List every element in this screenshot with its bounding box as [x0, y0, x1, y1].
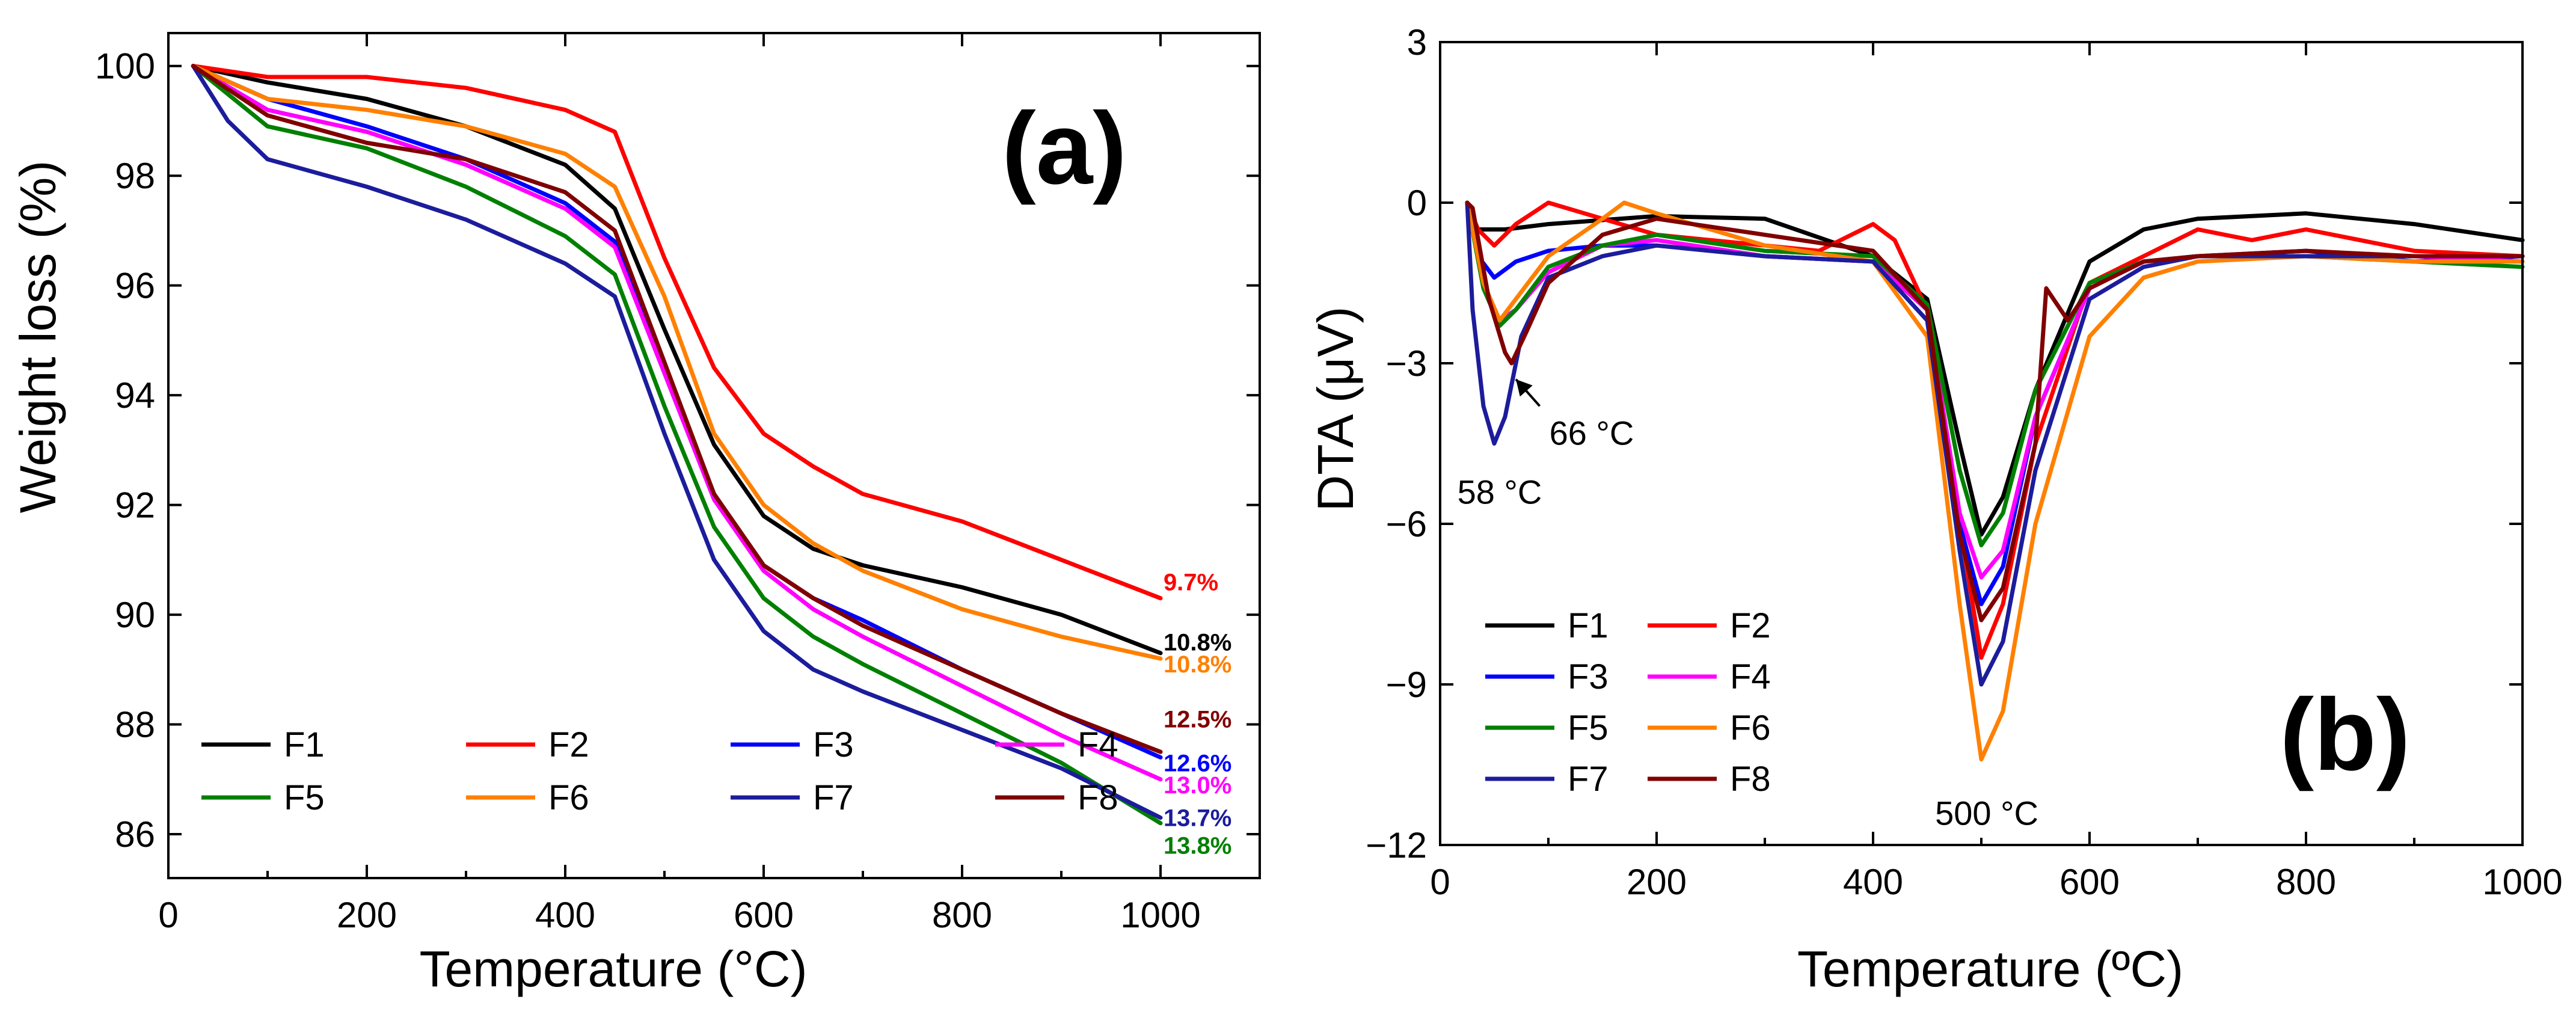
x-tick-label: 400 — [1843, 862, 1903, 902]
series-line-f5 — [191, 64, 1163, 826]
panel-a-y-axis-label: Weight loss (%) — [10, 161, 66, 514]
legend-label-f1: F1 — [1568, 606, 1608, 645]
legend-label-f2: F2 — [1730, 606, 1771, 645]
x-tick-label: 600 — [2059, 862, 2120, 902]
legend-label-f8: F8 — [1730, 760, 1771, 799]
annotation-12-5: 12.5% — [1164, 706, 1231, 733]
x-tick-label: 1000 — [2482, 862, 2562, 902]
legend-label-f4: F4 — [1078, 725, 1118, 764]
panel-b-x-axis-label: Temperature (ºC) — [1797, 941, 2183, 997]
annotation-13-0: 13.0% — [1164, 772, 1231, 799]
panel-label-a: (a) — [1002, 91, 1127, 206]
series-line-f4 — [191, 64, 1163, 782]
panel-a-series — [191, 64, 1163, 826]
legend-label-f3: F3 — [813, 725, 854, 764]
panel-b-legend: F1 F2 F3 F4 F5 F6 F7 F8 — [1485, 606, 1771, 799]
legend-label-f5: F5 — [284, 778, 325, 817]
legend-label-f5: F5 — [1568, 708, 1608, 748]
panel-a-ticks: 0 200 400 600 800 1000 86 88 90 92 94 96 98 100 — [95, 33, 1261, 935]
series-line-f1 — [1465, 200, 2525, 537]
y-tick-label: 100 — [95, 46, 155, 87]
series-line-f6 — [191, 64, 1163, 661]
x-tick-label: 200 — [1627, 862, 1687, 902]
annotation-13-8: 13.8% — [1164, 832, 1231, 859]
panel-b-plot-frame — [1439, 41, 2524, 846]
x-tick-label: 800 — [2276, 862, 2336, 902]
series-line-f2 — [1465, 200, 2525, 660]
panel-b-annotations: 58 °C66 °C 500 °C — [1458, 378, 2038, 832]
x-tick-label: 400 — [535, 895, 595, 935]
y-tick-label: −3 — [1386, 343, 1427, 384]
y-tick-label: 0 — [1407, 183, 1427, 223]
x-tick-label: 200 — [337, 895, 397, 935]
x-tick-label: 0 — [1430, 862, 1450, 902]
annotation-13-7: 13.7% — [1164, 805, 1231, 832]
y-tick-label: 3 — [1407, 22, 1427, 63]
series-line-f8 — [191, 64, 1163, 754]
y-tick-label: 96 — [115, 266, 155, 306]
x-tick-label: 0 — [158, 895, 178, 935]
x-tick-label: 600 — [734, 895, 794, 935]
series-line-f7 — [1465, 200, 2525, 687]
y-tick-label: −12 — [1366, 825, 1427, 865]
y-tick-label: 86 — [115, 814, 155, 855]
series-line-f1 — [191, 64, 1163, 656]
series-line-f6 — [1465, 200, 2525, 762]
panel-label-b: (b) — [2280, 678, 2410, 792]
x-tick-label: 1000 — [1120, 895, 1200, 935]
annotation-66-c: 66 °C — [1550, 414, 1634, 452]
annotation-10-8: 10.8% — [1164, 651, 1231, 678]
legend-label-f3: F3 — [1568, 657, 1608, 696]
panel-a-legend: F1 F2 F3 F4 F5 F6 F7 F8 — [201, 725, 1118, 817]
y-tick-label: 90 — [115, 595, 155, 635]
legend-label-f6: F6 — [548, 778, 589, 817]
panel-b-ticks: 0 200 400 600 800 1000 3 0 −3 −6 −9 −12 — [1366, 22, 2563, 902]
panel-a-plot-frame — [167, 32, 1261, 879]
series-line-f7 — [191, 64, 1163, 820]
y-tick-label: 88 — [115, 705, 155, 745]
series-line-f2 — [191, 64, 1163, 601]
series-line-f8 — [1465, 200, 2525, 622]
panel-a-weight-loss-chart: (a) 0 200 400 600 800 1000 86 88 90 92 94 96 98 100 9… — [10, 32, 1261, 997]
y-tick-label: −9 — [1386, 665, 1427, 705]
panel-a-annotations: 9.7% 10.8%10.8% 12.5% 12.6%13.0% 13.7%13.8% — [1164, 569, 1231, 859]
panel-b-series — [1465, 200, 2525, 762]
annotation-10-8: 10.8% — [1164, 630, 1231, 656]
y-tick-label: 94 — [115, 375, 155, 416]
legend-label-f4: F4 — [1730, 657, 1771, 696]
annotation-58-c: 58 °C — [1458, 473, 1542, 511]
series-line-f3 — [1465, 200, 2525, 606]
panel-a-x-axis-label: Temperature (°C) — [419, 941, 807, 997]
y-tick-label: −6 — [1386, 504, 1427, 544]
annotation-arrow-head — [1516, 379, 1533, 397]
y-tick-label: 98 — [115, 156, 155, 196]
legend-label-f8: F8 — [1078, 778, 1118, 817]
legend-label-f7: F7 — [1568, 760, 1608, 799]
x-tick-label: 800 — [932, 895, 992, 935]
panel-b-y-axis-label: DTA (μV) — [1307, 307, 1364, 512]
legend-label-f1: F1 — [284, 725, 325, 764]
legend-label-f7: F7 — [813, 778, 854, 817]
legend-label-f2: F2 — [548, 725, 589, 764]
y-tick-label: 92 — [115, 485, 155, 526]
panel-b-dta-chart: (b) 0 200 400 600 800 1000 3 0 −3 −6 −9 −12 58 °C66… — [1307, 22, 2563, 997]
annotation-500-c: 500 °C — [1935, 794, 2038, 832]
annotation-9-7: 9.7% — [1164, 569, 1218, 595]
annotation-12-6: 12.6% — [1164, 750, 1231, 776]
legend-label-f6: F6 — [1730, 708, 1771, 748]
